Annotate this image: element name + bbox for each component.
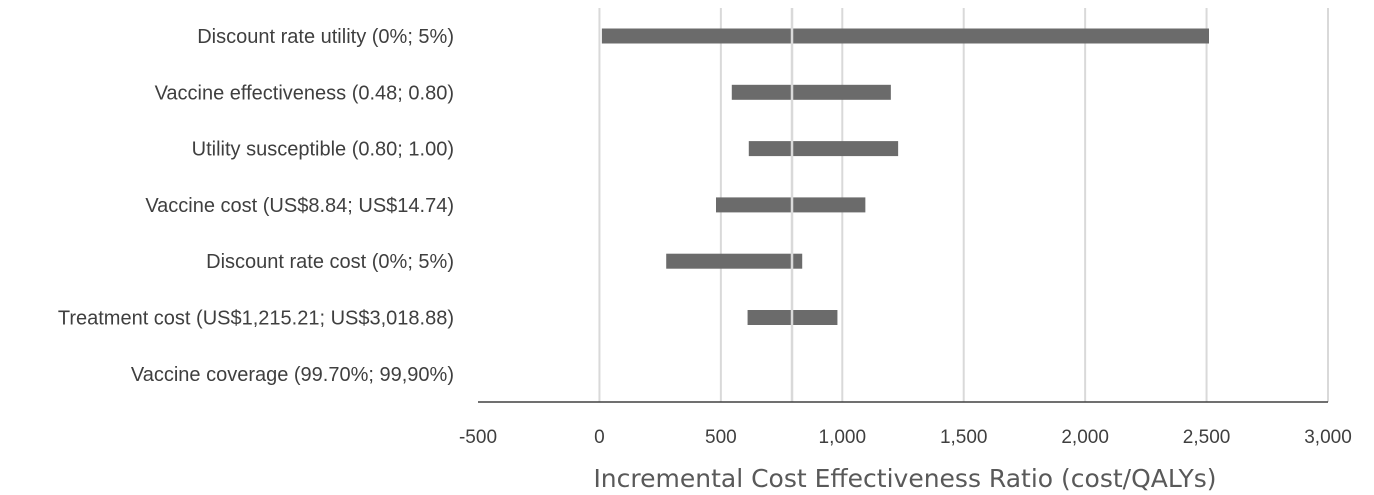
x-tick-label-1: 0 xyxy=(594,427,605,448)
category-label-2: Utility susceptible (0.80; 1.00) xyxy=(192,139,454,161)
bar-2 xyxy=(748,141,899,157)
category-label-1: Vaccine effectiveness (0.48; 0.80) xyxy=(155,82,454,104)
category-label-6: Vaccine coverage (99.70%; 99,90%) xyxy=(131,364,454,386)
category-label-4: Discount rate cost (0%; 5%) xyxy=(206,251,454,273)
bar-0 xyxy=(601,28,1209,44)
category-label-5: Treatment cost (US$1,215.21; US$3,018.88… xyxy=(58,308,454,330)
x-tick-label-6: 2,500 xyxy=(1183,427,1231,448)
x-tick-label-3: 1,000 xyxy=(819,427,867,448)
x-tick-label-0: -500 xyxy=(459,427,497,448)
x-axis-title: Incremental Cost Effectiveness Ratio (co… xyxy=(593,464,1216,493)
bar-4 xyxy=(666,253,803,269)
category-labels: Discount rate utility (0%; 5%) Vaccine ef… xyxy=(58,26,454,386)
gridlines xyxy=(598,8,1329,402)
category-label-0: Discount rate utility (0%; 5%) xyxy=(197,26,454,48)
x-tick-label-7: 3,000 xyxy=(1304,427,1352,448)
bar-3 xyxy=(716,197,866,213)
category-label-3: Vaccine cost (US$8.84; US$14.74) xyxy=(145,195,454,217)
bars xyxy=(601,28,1209,382)
x-tick-label-5: 2,000 xyxy=(1061,427,1109,448)
x-tick-labels: -500 0 500 1,000 1,500 2,000 2,500 3,000 xyxy=(459,427,1352,448)
bar-1 xyxy=(731,84,891,100)
x-tick-label-2: 500 xyxy=(705,427,737,448)
x-tick-label-4: 1,500 xyxy=(940,427,988,448)
